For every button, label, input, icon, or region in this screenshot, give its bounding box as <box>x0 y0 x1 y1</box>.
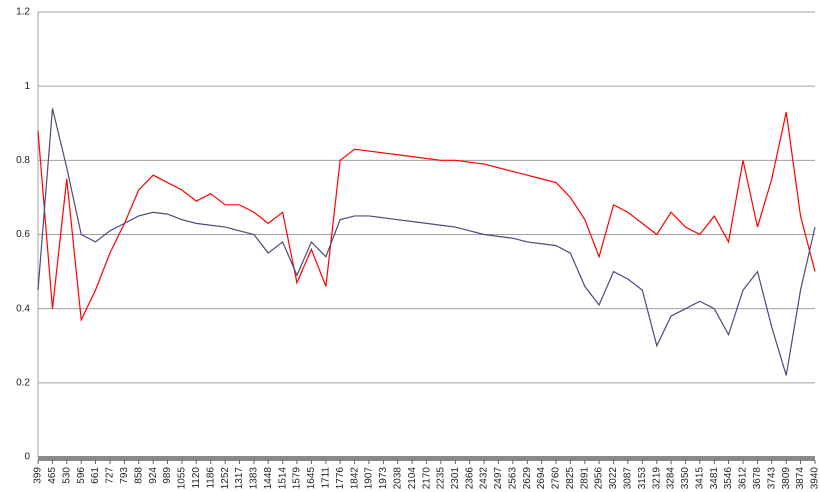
x-tick-label: 1317 <box>234 467 245 490</box>
x-tick-label: 3415 <box>694 467 705 490</box>
y-tick-label: 0.2 <box>16 377 30 388</box>
x-tick-label: 2432 <box>479 467 490 490</box>
x-tick-label: 1055 <box>177 467 188 490</box>
x-tick-label: 1973 <box>378 467 389 490</box>
x-tick-label: 1645 <box>306 467 317 490</box>
x-axis <box>38 456 815 461</box>
x-tick-label: 3153 <box>637 467 648 490</box>
x-tick-label: 2038 <box>392 467 403 490</box>
x-tick-label: 727 <box>105 467 116 484</box>
x-tick-label: 2235 <box>436 467 447 490</box>
x-tick-label: 1514 <box>277 467 288 490</box>
x-tick-label: 2825 <box>565 467 576 490</box>
x-tick-label: 465 <box>47 467 58 484</box>
x-tick-label: 3546 <box>723 467 734 490</box>
x-tick-label: 2366 <box>464 467 475 490</box>
x-tick-label: 3809 <box>781 467 792 490</box>
x-tick-label: 3743 <box>766 467 777 490</box>
x-tick-label: 3022 <box>608 467 619 490</box>
x-tick-label: 2170 <box>421 467 432 490</box>
x-tick-label: 1907 <box>364 467 375 490</box>
x-tick-label: 2104 <box>407 467 418 490</box>
x-tick-label: 2694 <box>536 467 547 490</box>
x-tick-label: 1579 <box>292 467 303 490</box>
series-line <box>37 108 816 376</box>
y-tick-label: 1 <box>24 81 30 92</box>
x-tick-label: 3350 <box>680 467 691 490</box>
x-tick-label: 858 <box>133 467 144 484</box>
x-tick-label: 1186 <box>205 467 216 489</box>
x-tick-label: 1842 <box>349 467 360 490</box>
x-tick-label: 1711 <box>321 467 332 489</box>
x-tick-label: 1252 <box>220 467 231 490</box>
x-tick-label: 596 <box>76 467 87 484</box>
x-tick-label: 3284 <box>666 467 677 490</box>
x-tick-label: 793 <box>119 467 130 484</box>
x-tick-label: 3612 <box>738 467 749 490</box>
x-tick-label: 989 <box>162 467 173 484</box>
x-tick-label: 3219 <box>651 467 662 490</box>
x-tick-label: 3481 <box>709 467 720 490</box>
x-tick-label: 1776 <box>335 467 346 490</box>
x-tick-label: 1120 <box>191 467 202 489</box>
x-tick-label: 2563 <box>507 467 518 490</box>
series-line <box>37 112 816 322</box>
x-tick-label: 3087 <box>622 467 633 490</box>
x-tick-label: 3874 <box>795 467 806 490</box>
y-tick-label: 0.6 <box>16 229 30 240</box>
x-tick-label: 3678 <box>752 467 763 490</box>
x-tick-label: 2629 <box>522 467 533 490</box>
x-tick-label: 2497 <box>493 467 504 490</box>
x-tick-label: 399 <box>33 467 44 484</box>
y-tick-label: 0 <box>24 452 30 463</box>
x-tick-label: 2956 <box>594 467 605 490</box>
y-tick-label: 1.2 <box>16 7 30 18</box>
x-tick-label: 1448 <box>263 467 274 490</box>
x-tick-label: 3940 <box>810 467 820 490</box>
x-tick-label: 661 <box>90 467 101 484</box>
x-tick-label: 530 <box>61 467 72 484</box>
x-tick-label: 2760 <box>551 467 562 490</box>
x-tick-label: 1383 <box>249 467 260 490</box>
x-tick-label: 2891 <box>579 467 590 490</box>
x-tick-label: 924 <box>148 467 159 484</box>
x-tick-label: 2301 <box>450 467 461 490</box>
y-tick-label: 0.4 <box>16 303 30 314</box>
y-tick-label: 0.8 <box>16 155 30 166</box>
